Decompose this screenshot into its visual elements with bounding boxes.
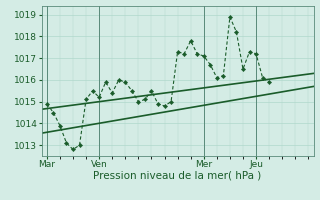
X-axis label: Pression niveau de la mer( hPa ): Pression niveau de la mer( hPa ) — [93, 171, 262, 181]
